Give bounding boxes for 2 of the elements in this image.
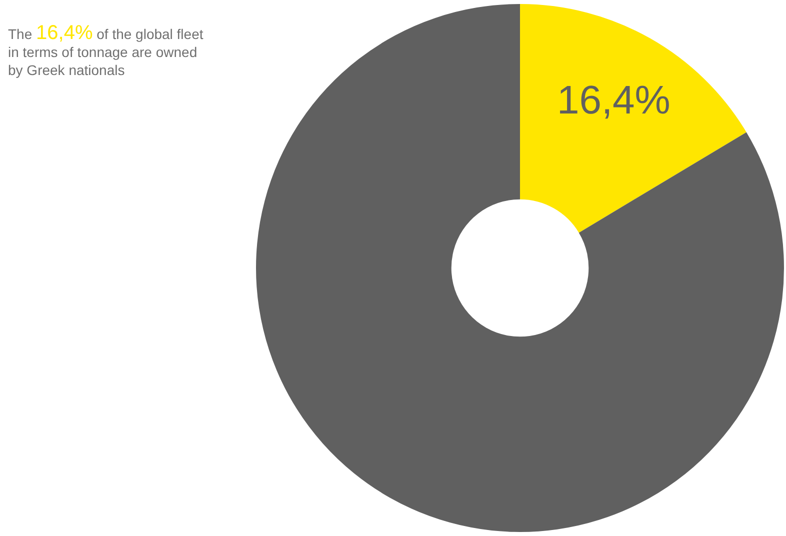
data-label: 16,4% — [556, 78, 670, 123]
text: The 16,4% of the global fleet in terms of tonnage are owned by Greek nationals — [8, 22, 204, 78]
